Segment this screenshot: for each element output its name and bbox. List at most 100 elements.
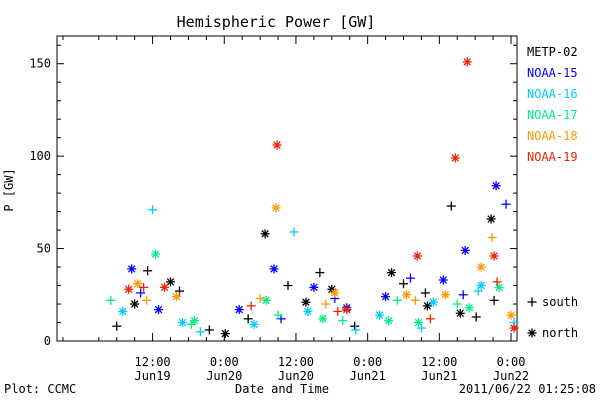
point-noaa-15-south <box>405 273 415 283</box>
point-noaa-19-south <box>139 282 149 292</box>
point-noaa-19-north <box>124 284 134 294</box>
marker-stroke <box>154 305 163 314</box>
point-noaa-18-north <box>440 290 450 300</box>
point-noaa-16-south <box>289 227 299 237</box>
marker-stroke <box>328 285 336 294</box>
point-metp-02-north <box>130 299 140 309</box>
marker-stroke <box>151 250 160 258</box>
y-ticks: 0 50 100 150 <box>29 44 517 348</box>
marker-stroke <box>304 307 312 316</box>
point-noaa-19-north <box>462 57 472 67</box>
marker-stroke <box>331 289 339 297</box>
legend-noaa-16: NOAA-16 <box>527 87 578 101</box>
marker-stroke <box>507 311 515 319</box>
point-metp-02-south <box>283 281 293 291</box>
point-noaa-15-north <box>438 275 448 285</box>
marker-stroke <box>441 291 450 299</box>
x-tick-date-label: Jun21 <box>350 369 386 383</box>
point-noaa-15-south <box>458 290 468 300</box>
x-tick-date-label: Jun22 <box>493 369 529 383</box>
x-tick-date-label: Jun20 <box>278 369 314 383</box>
marker-stroke <box>302 298 310 306</box>
marker-stroke <box>492 181 500 190</box>
point-noaa-18-north <box>506 310 516 320</box>
point-noaa-15-north <box>154 305 164 315</box>
x-axis-label: Date and Time <box>235 382 329 396</box>
point-noaa-15-north <box>234 305 244 315</box>
marker-stroke <box>127 265 136 273</box>
legend-north-symbol <box>527 328 537 338</box>
x-tick-time-label: 0:00 <box>497 355 526 369</box>
marker-stroke <box>461 246 469 255</box>
point-noaa-17-north <box>189 316 199 326</box>
point-metp-02-north <box>166 277 176 287</box>
point-noaa-16-south <box>148 205 158 215</box>
point-noaa-19-south <box>246 301 256 311</box>
plot-frame <box>56 35 518 342</box>
point-noaa-17-south <box>106 295 116 305</box>
marker-stroke <box>490 252 498 260</box>
point-metp-02-north <box>260 229 270 239</box>
point-metp-02-south <box>112 321 122 331</box>
point-noaa-18-north <box>476 262 486 272</box>
marker-stroke <box>221 329 230 338</box>
marker-stroke <box>384 316 393 325</box>
marker-stroke <box>375 311 384 319</box>
x-tick-time-label: 0:00 <box>353 355 382 369</box>
plot-timestamp: 2011/06/22 01:25:08 <box>459 382 596 396</box>
point-noaa-19-north <box>412 251 422 261</box>
point-metp-02-south <box>143 266 153 276</box>
point-noaa-15-north <box>127 264 137 274</box>
point-noaa-16-north <box>303 306 313 316</box>
point-metp-02-south <box>243 314 253 324</box>
marker-stroke <box>261 230 269 238</box>
point-noaa-16-north <box>428 297 438 307</box>
point-noaa-18-south <box>255 293 265 303</box>
legend-noaa-19: NOAA-19 <box>527 150 578 164</box>
point-noaa-16-south <box>195 327 205 337</box>
marker-stroke <box>463 58 471 66</box>
point-metp-02-north <box>455 308 465 318</box>
marker-stroke <box>439 276 448 284</box>
point-noaa-18-south <box>321 299 331 309</box>
point-noaa-18-south <box>142 295 152 305</box>
plot-credit: Plot: CCMC <box>4 382 76 396</box>
marker-legend: south north <box>527 295 578 340</box>
data-points <box>106 57 519 339</box>
marker-stroke <box>319 315 327 323</box>
y-tick-label: 50 <box>37 242 51 256</box>
marker-stroke <box>402 291 411 299</box>
marker-stroke <box>172 292 181 301</box>
marker-stroke <box>270 265 278 273</box>
legend-north-label: north <box>542 326 578 340</box>
chart-title: Hemispheric Power [GW] <box>177 13 376 31</box>
marker-stroke <box>477 281 485 290</box>
marker-stroke <box>451 154 460 162</box>
x-tick-time-label: 12:00 <box>135 355 171 369</box>
legend-noaa-17: NOAA-17 <box>527 108 578 122</box>
point-noaa-15-north <box>381 292 391 302</box>
y-tick-label: 100 <box>29 149 51 163</box>
marker-stroke <box>272 204 280 212</box>
marker-stroke <box>387 268 396 277</box>
point-metp-02-south <box>446 201 456 211</box>
point-noaa-16-north <box>476 281 486 291</box>
point-noaa-17-south <box>452 299 462 309</box>
legend-noaa-15: NOAA-15 <box>527 66 578 80</box>
x-tick-time-label: 0:00 <box>210 355 239 369</box>
point-noaa-15-north <box>491 181 501 191</box>
point-noaa-19-north <box>160 282 170 292</box>
point-noaa-17-north <box>318 314 328 324</box>
point-noaa-17-south <box>338 316 348 326</box>
marker-stroke <box>465 303 473 312</box>
legend-noaa-18: NOAA-18 <box>527 129 578 143</box>
marker-stroke <box>310 283 318 292</box>
point-metp-02-south <box>471 312 481 322</box>
point-noaa-18-north <box>133 279 143 289</box>
y-tick-label: 0 <box>44 334 51 348</box>
point-noaa-17-south <box>393 295 403 305</box>
marker-stroke <box>487 215 495 223</box>
point-noaa-17-north <box>261 295 271 305</box>
marker-stroke <box>166 278 175 286</box>
